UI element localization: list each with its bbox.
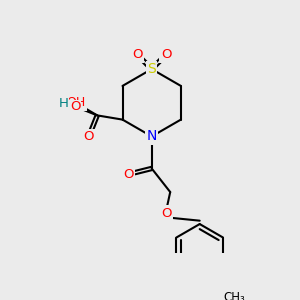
Text: O: O <box>161 48 171 61</box>
Text: S: S <box>147 62 156 76</box>
Text: O: O <box>84 130 94 143</box>
Text: O: O <box>161 207 171 220</box>
Text: N: N <box>146 130 157 143</box>
Text: CH₃: CH₃ <box>223 291 245 300</box>
Text: O: O <box>84 132 95 145</box>
Text: O: O <box>123 168 134 181</box>
Text: H: H <box>58 97 68 110</box>
Text: O: O <box>132 48 142 61</box>
Text: OH: OH <box>67 96 86 109</box>
Text: O: O <box>70 100 81 113</box>
